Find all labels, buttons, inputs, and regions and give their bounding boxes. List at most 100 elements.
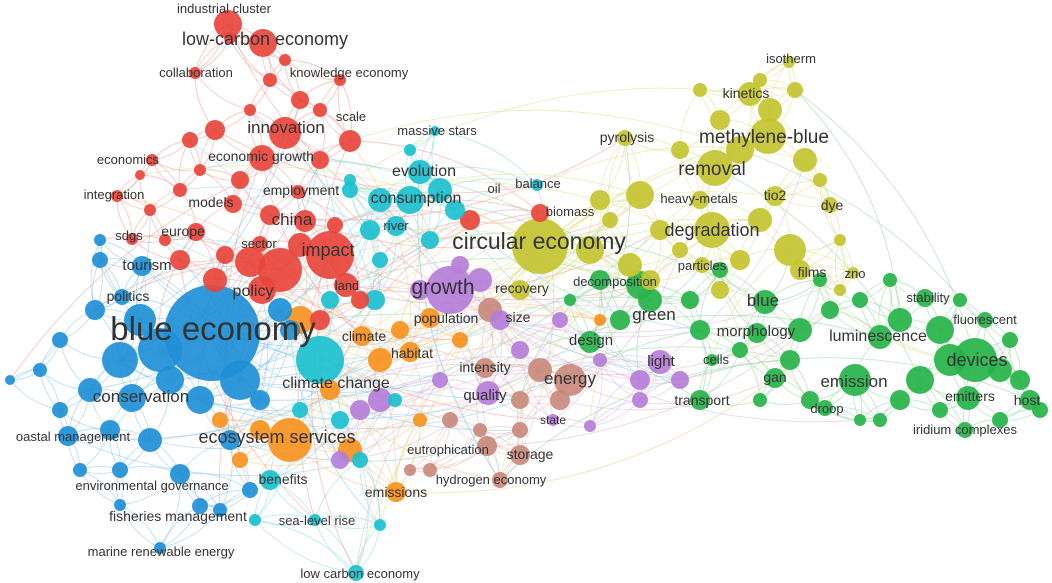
node[interactable] xyxy=(194,164,206,176)
node-fluorescent[interactable] xyxy=(977,312,993,328)
node[interactable] xyxy=(360,220,380,240)
node[interactable] xyxy=(396,186,424,214)
node-iridium-complexes[interactable] xyxy=(957,422,973,438)
node[interactable] xyxy=(310,310,330,330)
node[interactable] xyxy=(260,205,280,225)
node[interactable] xyxy=(780,350,800,370)
node[interactable] xyxy=(311,151,329,169)
node[interactable] xyxy=(73,463,87,477)
node[interactable] xyxy=(102,342,138,378)
node[interactable] xyxy=(934,344,966,376)
node[interactable] xyxy=(138,428,162,452)
node[interactable] xyxy=(114,499,126,511)
node-scale[interactable] xyxy=(339,130,361,152)
node[interactable] xyxy=(368,348,392,372)
node-droop[interactable] xyxy=(817,400,833,416)
node[interactable] xyxy=(650,220,670,240)
node-habitat[interactable] xyxy=(400,342,420,362)
node-methylene-blue[interactable] xyxy=(750,118,786,154)
node-devices[interactable] xyxy=(953,338,997,382)
node[interactable] xyxy=(372,252,388,268)
node[interactable] xyxy=(748,208,772,232)
node-quality[interactable] xyxy=(476,381,500,405)
node[interactable] xyxy=(445,200,465,220)
node[interactable] xyxy=(618,253,642,277)
node-hydrogen-economy[interactable] xyxy=(492,472,508,488)
node[interactable] xyxy=(671,141,689,159)
node[interactable] xyxy=(368,388,392,412)
node-policy[interactable] xyxy=(248,276,276,304)
node[interactable] xyxy=(156,366,184,394)
node-industrial-cluster[interactable] xyxy=(214,10,242,38)
node[interactable] xyxy=(5,375,15,385)
node-emissions[interactable] xyxy=(386,482,406,502)
node[interactable] xyxy=(268,298,292,322)
node[interactable] xyxy=(511,341,529,359)
node-decomposition[interactable] xyxy=(590,270,610,290)
node[interactable] xyxy=(388,393,402,407)
node[interactable] xyxy=(730,250,750,270)
node-climate-change[interactable] xyxy=(296,336,344,384)
node[interactable] xyxy=(873,413,887,427)
node[interactable] xyxy=(421,231,439,249)
node-morphology[interactable] xyxy=(747,323,767,343)
node[interactable] xyxy=(593,353,607,367)
node[interactable] xyxy=(432,372,448,388)
node-zno[interactable] xyxy=(847,267,859,279)
node[interactable] xyxy=(451,256,469,274)
node-state[interactable] xyxy=(547,414,559,426)
node[interactable] xyxy=(834,234,846,246)
node-sdgs[interactable] xyxy=(126,233,138,245)
node-kinetics[interactable] xyxy=(738,82,762,106)
node[interactable] xyxy=(250,420,270,440)
node[interactable] xyxy=(327,217,343,233)
node[interactable] xyxy=(932,402,948,418)
node[interactable] xyxy=(834,284,846,296)
node-eutrophication[interactable] xyxy=(477,436,497,456)
node-stability[interactable] xyxy=(916,289,934,307)
node-innovation[interactable] xyxy=(269,117,301,149)
node[interactable] xyxy=(138,328,182,372)
node-green[interactable] xyxy=(638,288,662,312)
node[interactable] xyxy=(552,312,568,328)
node-economics[interactable] xyxy=(146,154,158,166)
node[interactable] xyxy=(413,413,427,427)
node[interactable] xyxy=(1002,332,1018,348)
node[interactable] xyxy=(852,292,868,308)
node[interactable] xyxy=(774,234,806,266)
node[interactable] xyxy=(726,136,754,164)
node[interactable] xyxy=(288,233,312,257)
node-population[interactable] xyxy=(420,308,440,328)
node-integration[interactable] xyxy=(111,190,123,202)
node-storage[interactable] xyxy=(510,445,530,465)
node-impact[interactable] xyxy=(306,231,354,279)
node[interactable] xyxy=(590,190,610,210)
node-particles[interactable] xyxy=(694,257,710,273)
node[interactable] xyxy=(888,308,912,332)
node-river[interactable] xyxy=(386,216,406,236)
node-evolution[interactable] xyxy=(408,160,432,184)
node[interactable] xyxy=(690,320,710,340)
node[interactable] xyxy=(85,300,105,320)
node-emitters[interactable] xyxy=(956,386,980,410)
node-sea-level-rise[interactable] xyxy=(309,514,321,526)
node-cells[interactable] xyxy=(706,354,718,366)
node-economic-growth[interactable] xyxy=(249,145,275,171)
node-models[interactable] xyxy=(224,195,242,213)
node[interactable] xyxy=(758,98,782,122)
node-intensity[interactable] xyxy=(475,358,495,378)
node-oil[interactable] xyxy=(460,210,480,230)
node[interactable] xyxy=(890,390,910,410)
node[interactable] xyxy=(468,268,492,292)
node-gan[interactable] xyxy=(765,368,785,388)
node-consumption[interactable] xyxy=(368,188,392,212)
node-blue-economy[interactable] xyxy=(164,285,260,381)
node[interactable] xyxy=(52,402,68,418)
node-knowledge-economy[interactable] xyxy=(279,54,291,66)
node[interactable] xyxy=(821,301,839,319)
node[interactable] xyxy=(512,422,528,438)
node[interactable] xyxy=(244,104,256,116)
node[interactable] xyxy=(112,462,128,478)
node-ecosystem-services[interactable] xyxy=(268,418,312,462)
node[interactable] xyxy=(216,246,234,264)
